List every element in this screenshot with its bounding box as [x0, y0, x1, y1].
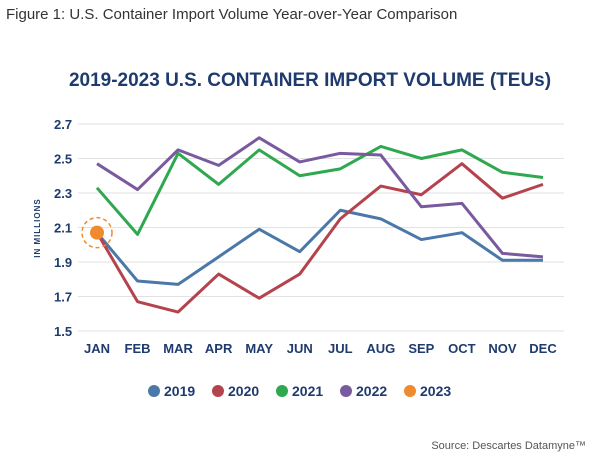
legend-label: 2019	[164, 383, 195, 399]
legend-label: 2023	[420, 383, 451, 399]
x-tick-label: JUL	[328, 341, 353, 356]
series-line-2019	[95, 208, 543, 286]
series-line-2020	[95, 162, 544, 314]
y-axis-label: IN MILLIONS	[33, 198, 42, 257]
x-tick-label: MAY	[245, 341, 273, 356]
x-tick-label: SEP	[408, 341, 434, 356]
figure-caption: Figure 1: U.S. Container Import Volume Y…	[6, 6, 458, 23]
highlight-ring	[81, 216, 113, 249]
legend-marker	[148, 385, 160, 397]
legend-marker	[404, 385, 416, 397]
x-tick-label: JUN	[287, 341, 313, 356]
series-line-2022	[96, 136, 544, 259]
x-tick-label: MAR	[163, 341, 193, 356]
x-tick-label: DEC	[529, 341, 557, 356]
y-tick-label: 1.9	[54, 255, 72, 270]
source-note: Source: Descartes Datamyne™	[431, 440, 586, 452]
x-tick-label: JAN	[84, 341, 110, 356]
y-tick-label: 2.3	[54, 186, 72, 201]
series-line-2021	[95, 144, 544, 236]
x-tick-label: APR	[205, 341, 233, 356]
series-point-2023	[90, 225, 104, 240]
x-tick-label: OCT	[448, 341, 476, 356]
x-tick-label: FEB	[125, 341, 151, 356]
x-tick-label: NOV	[488, 341, 517, 356]
legend-label: 2020	[228, 383, 259, 399]
y-tick-label: 1.7	[54, 290, 72, 305]
legend-label: 2022	[356, 383, 387, 399]
legend-marker	[212, 385, 224, 397]
legend-marker	[276, 385, 288, 397]
x-tick-label: AUG	[366, 341, 395, 356]
y-tick-label: 2.5	[54, 152, 72, 167]
y-tick-label: 1.5	[54, 324, 72, 339]
y-tick-label: 2.7	[54, 117, 72, 132]
legend-marker	[340, 385, 352, 397]
legend-label: 2021	[292, 383, 323, 399]
y-tick-label: 2.1	[54, 221, 72, 236]
chart-title: 2019-2023 U.S. CONTAINER IMPORT VOLUME (…	[69, 70, 551, 91]
